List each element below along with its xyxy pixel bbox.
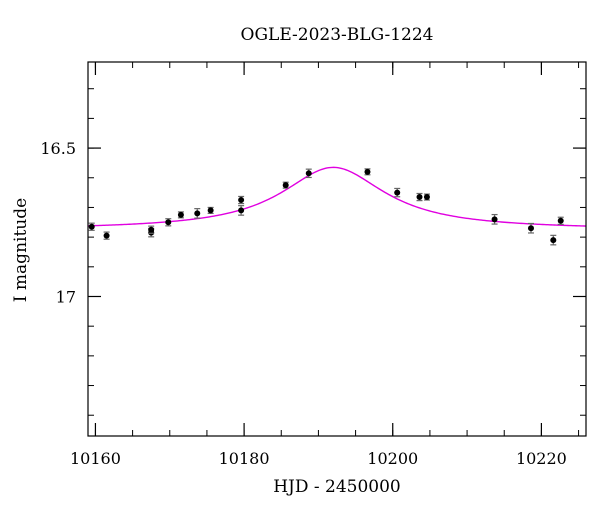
point-marker <box>557 217 564 224</box>
data-point <box>238 205 245 216</box>
point-marker <box>103 232 110 239</box>
data-point <box>282 181 289 189</box>
point-marker <box>550 237 557 244</box>
data-point <box>557 216 564 225</box>
data-points <box>88 168 564 246</box>
point-marker <box>282 182 289 189</box>
model-curve <box>87 166 587 227</box>
data-point <box>416 192 423 202</box>
point-marker <box>165 219 172 226</box>
point-marker <box>394 189 401 196</box>
data-point <box>527 222 534 234</box>
point-marker <box>148 226 155 233</box>
y-axis-label: I magnitude <box>11 198 31 302</box>
data-point <box>148 225 155 234</box>
data-point <box>423 193 430 201</box>
x-tick-label: 10180 <box>219 449 270 468</box>
point-marker <box>364 168 371 175</box>
point-marker <box>177 211 184 218</box>
point-marker <box>305 170 312 177</box>
x-axis-label: HJD - 2450000 <box>273 477 401 497</box>
y-tick-label: 17 <box>56 287 76 306</box>
data-point <box>88 222 95 231</box>
data-point <box>550 234 557 246</box>
data-point <box>207 206 214 214</box>
data-point <box>177 211 184 219</box>
point-marker <box>491 216 498 223</box>
y-tick-label: 16.5 <box>40 139 76 158</box>
data-point <box>238 195 245 205</box>
point-marker <box>88 223 95 230</box>
point-marker <box>423 194 430 201</box>
point-marker <box>238 197 245 204</box>
x-tick-label: 10200 <box>367 449 418 468</box>
axis-ticks <box>88 62 586 436</box>
x-tick-label: 10220 <box>516 449 567 468</box>
point-marker <box>207 207 214 214</box>
chart-title: OGLE-2023-BLG-1224 <box>241 25 434 45</box>
data-point <box>491 213 498 225</box>
tick-labels: 10160 10180 10200 10220 16.5 17 <box>40 139 566 468</box>
data-point <box>103 231 110 240</box>
point-marker <box>527 225 534 232</box>
data-point <box>194 208 201 219</box>
point-marker <box>416 194 423 201</box>
data-point <box>305 168 312 179</box>
plot-frame <box>87 61 587 437</box>
point-marker <box>194 210 201 217</box>
data-point <box>364 168 371 176</box>
x-tick-label: 10160 <box>70 449 121 468</box>
data-point <box>394 187 401 198</box>
data-point <box>165 218 172 227</box>
point-marker <box>238 207 245 214</box>
